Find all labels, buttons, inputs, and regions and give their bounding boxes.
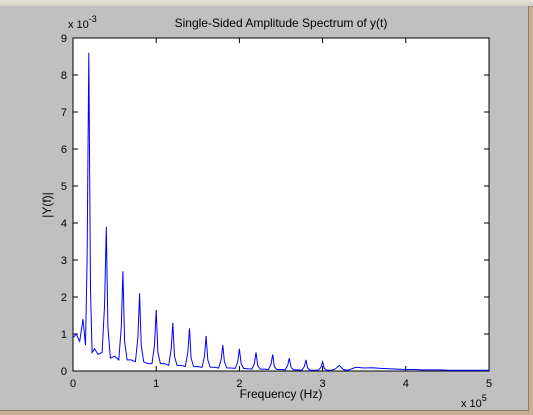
y-tick-label: 3 (61, 255, 67, 267)
y-multiplier-base: x 10 (68, 19, 89, 31)
figure-window: Single-Sided Amplitude Spectrum of y(t) … (0, 6, 529, 411)
y-tick-label: 7 (61, 107, 67, 119)
chart-title: Single-Sided Amplitude Spectrum of y(t) (175, 16, 388, 30)
y-tick-label: 9 (61, 33, 67, 45)
x-multiplier-exponent: 5 (482, 393, 487, 403)
y-multiplier: x 10-3 (68, 14, 97, 31)
x-multiplier: x 105 (461, 393, 487, 410)
y-tick-labels: 0 1 2 3 4 5 6 7 8 9 (61, 33, 67, 378)
y-tick-label: 6 (61, 144, 67, 156)
y-tick-label: 0 (61, 366, 67, 378)
x-tick-label: 4 (403, 378, 409, 390)
y-axis-label: |Y(f)| (40, 192, 54, 218)
y-tick-label: 2 (61, 292, 67, 304)
x-multiplier-base: x 10 (461, 398, 482, 410)
y-tick-label: 4 (61, 218, 67, 230)
x-tick-label: 5 (486, 378, 492, 390)
ticks-group (72, 37, 490, 372)
y-multiplier-exponent: -3 (89, 14, 97, 24)
x-axis-label: Frequency (Hz) (240, 387, 323, 401)
x-tick-label: 2 (236, 378, 242, 390)
axes-box (72, 37, 490, 372)
x-tick-labels: 0 1 2 3 4 5 (70, 378, 492, 390)
x-tick-label: 0 (70, 378, 76, 390)
y-tick-label: 1 (61, 329, 67, 341)
x-tick-label: 3 (320, 378, 326, 390)
y-tick-label: 8 (61, 70, 67, 82)
spectrum-line (72, 52, 489, 371)
x-tick-label: 1 (153, 378, 159, 390)
y-tick-label: 5 (61, 181, 67, 193)
plot-area: Single-Sided Amplitude Spectrum of y(t) … (40, 14, 492, 410)
